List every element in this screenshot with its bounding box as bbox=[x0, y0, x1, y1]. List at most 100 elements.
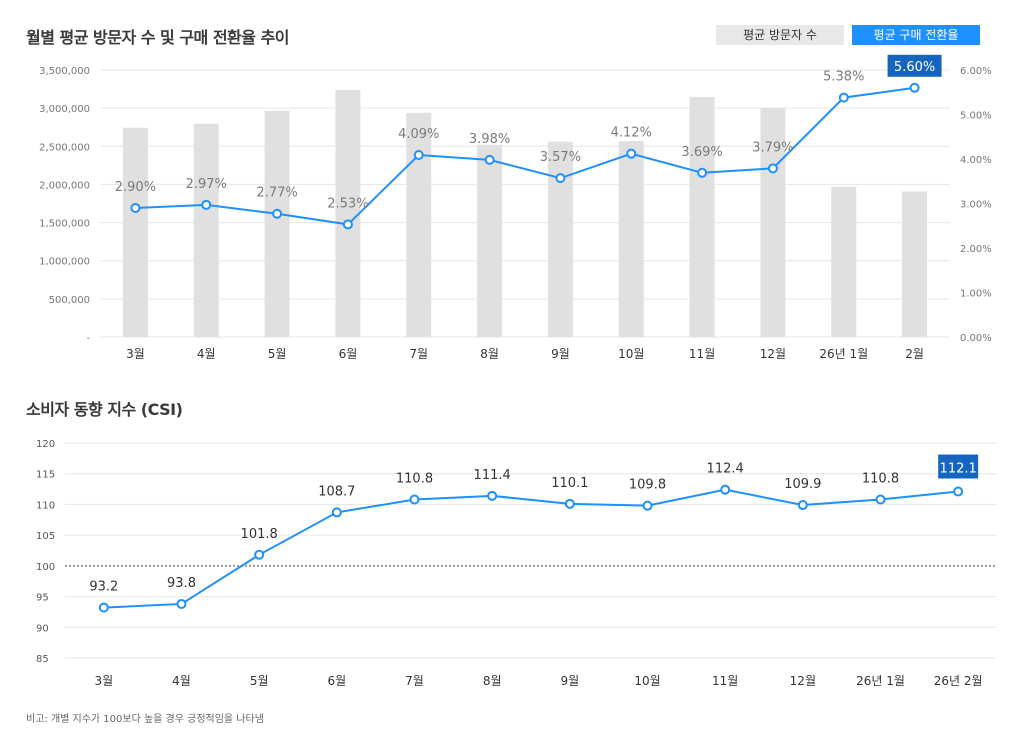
x-tick-label: 9월 bbox=[551, 347, 570, 361]
y-left-tick-label: 2,000,000 bbox=[39, 180, 90, 191]
data-label: 109.9 bbox=[784, 477, 821, 492]
bar-visitors bbox=[831, 186, 857, 337]
bar-visitors bbox=[618, 140, 644, 337]
data-label: 4.12% bbox=[611, 126, 652, 141]
x-tick-label: 6월 bbox=[339, 347, 358, 361]
x-tick-label: 7월 bbox=[409, 347, 428, 361]
csi-point bbox=[797, 500, 808, 511]
data-label: 5.38% bbox=[823, 70, 864, 85]
bar-visitors bbox=[689, 96, 715, 337]
conversion-point bbox=[626, 148, 637, 159]
y-left-tick-label: - bbox=[86, 333, 90, 344]
x-tick-label: 5월 bbox=[268, 347, 287, 361]
conversion-point bbox=[130, 202, 141, 213]
conversion-point bbox=[767, 163, 778, 174]
data-label-highlight: 5.60% bbox=[894, 60, 935, 75]
y-left-tick-label: 500,000 bbox=[49, 295, 90, 306]
y-right-tick-label: 5.00% bbox=[960, 111, 992, 122]
data-label: 2.53% bbox=[327, 196, 368, 211]
bar-visitors bbox=[477, 144, 503, 337]
data-label: 3.98% bbox=[469, 132, 510, 147]
data-label: 108.7 bbox=[318, 484, 355, 499]
csi-point bbox=[487, 490, 498, 501]
data-label: 2.90% bbox=[115, 180, 156, 195]
x-tick-label: 26년 1월 bbox=[856, 674, 905, 688]
x-tick-label: 3월 bbox=[126, 347, 145, 361]
bar-visitors bbox=[122, 127, 148, 337]
chart2-title: 소비자 동향 지수 (CSI) bbox=[26, 400, 183, 419]
x-tick-label: 12월 bbox=[760, 347, 786, 361]
csi-point bbox=[720, 484, 731, 495]
conversion-point bbox=[342, 219, 353, 230]
y-right-tick-label: 1.00% bbox=[960, 289, 992, 300]
data-label: 109.8 bbox=[629, 478, 666, 493]
conversion-point bbox=[201, 199, 212, 210]
data-label: 3.57% bbox=[540, 150, 581, 165]
y-left-tick-label: 2,500,000 bbox=[39, 142, 90, 153]
y-right-tick-label: 0.00% bbox=[960, 333, 992, 344]
x-tick-label: 12월 bbox=[790, 674, 816, 688]
x-tick-label: 4월 bbox=[172, 674, 191, 688]
data-label: 112.4 bbox=[707, 462, 744, 477]
x-tick-label: 5월 bbox=[250, 674, 269, 688]
bar-visitors bbox=[264, 110, 290, 337]
x-tick-label: 4월 bbox=[197, 347, 216, 361]
conversion-point bbox=[909, 82, 920, 93]
y-tick-label: 90 bbox=[36, 623, 49, 634]
conversion-point bbox=[272, 208, 283, 219]
chart1-title: 월별 평균 방문자 수 및 구매 전환율 추이 bbox=[26, 28, 290, 47]
x-tick-label: 7월 bbox=[405, 674, 424, 688]
data-label: 111.4 bbox=[474, 468, 511, 483]
csi-point bbox=[98, 602, 109, 613]
csi-point bbox=[642, 500, 653, 511]
x-tick-label: 11월 bbox=[712, 674, 738, 688]
data-label: 110.8 bbox=[396, 472, 433, 487]
x-tick-label: 26년 2월 bbox=[934, 674, 983, 688]
legend-item-visitors[interactable]: 평균 방문자 수 bbox=[716, 25, 844, 45]
bar-visitors bbox=[335, 89, 361, 337]
data-label-highlight: 112.1 bbox=[940, 462, 977, 477]
y-left-tick-label: 3,000,000 bbox=[39, 104, 90, 115]
x-tick-label: 8월 bbox=[483, 674, 502, 688]
data-label: 2.77% bbox=[256, 186, 297, 201]
x-tick-label: 3월 bbox=[94, 674, 113, 688]
conversion-point bbox=[413, 149, 424, 160]
conversion-point bbox=[838, 92, 849, 103]
csi-point bbox=[176, 598, 187, 609]
x-tick-label: 10월 bbox=[618, 347, 644, 361]
y-right-tick-label: 6.00% bbox=[960, 66, 992, 77]
csi-point bbox=[953, 486, 964, 497]
data-label: 2.97% bbox=[186, 177, 227, 192]
y-tick-label: 110 bbox=[36, 500, 55, 511]
csi-point bbox=[564, 498, 575, 509]
y-left-tick-label: 1,000,000 bbox=[39, 257, 90, 268]
x-tick-label: 8월 bbox=[480, 347, 499, 361]
y-tick-label: 105 bbox=[36, 531, 55, 542]
highlight-badge bbox=[887, 54, 942, 77]
data-label: 3.79% bbox=[752, 140, 793, 155]
csi-point bbox=[875, 494, 886, 505]
data-label: 110.8 bbox=[862, 472, 899, 487]
data-label: 110.1 bbox=[551, 476, 588, 491]
conversion-point bbox=[697, 167, 708, 178]
highlight-badge bbox=[938, 454, 979, 479]
y-tick-label: 85 bbox=[36, 654, 49, 665]
y-tick-label: 120 bbox=[36, 439, 55, 450]
conversion-point bbox=[484, 154, 495, 165]
footnote: 비고: 개별 지수가 100보다 높을 경우 긍정적임을 나타냄 bbox=[26, 714, 264, 725]
y-right-tick-label: 4.00% bbox=[960, 155, 992, 166]
csi-point bbox=[254, 549, 265, 560]
data-label: 3.69% bbox=[681, 145, 722, 160]
csi-point bbox=[409, 494, 420, 505]
y-right-tick-label: 2.00% bbox=[960, 244, 992, 255]
x-tick-label: 6월 bbox=[327, 674, 346, 688]
data-label: 93.2 bbox=[89, 580, 118, 595]
legend-item-conversion[interactable]: 평균 구매 전환율 bbox=[852, 25, 980, 45]
data-label: 4.09% bbox=[398, 127, 439, 142]
conversion-line bbox=[135, 86, 915, 226]
bar-visitors bbox=[193, 123, 219, 337]
y-left-tick-label: 3,500,000 bbox=[39, 66, 90, 77]
csi-line bbox=[103, 488, 959, 609]
x-tick-label: 11월 bbox=[689, 347, 715, 361]
